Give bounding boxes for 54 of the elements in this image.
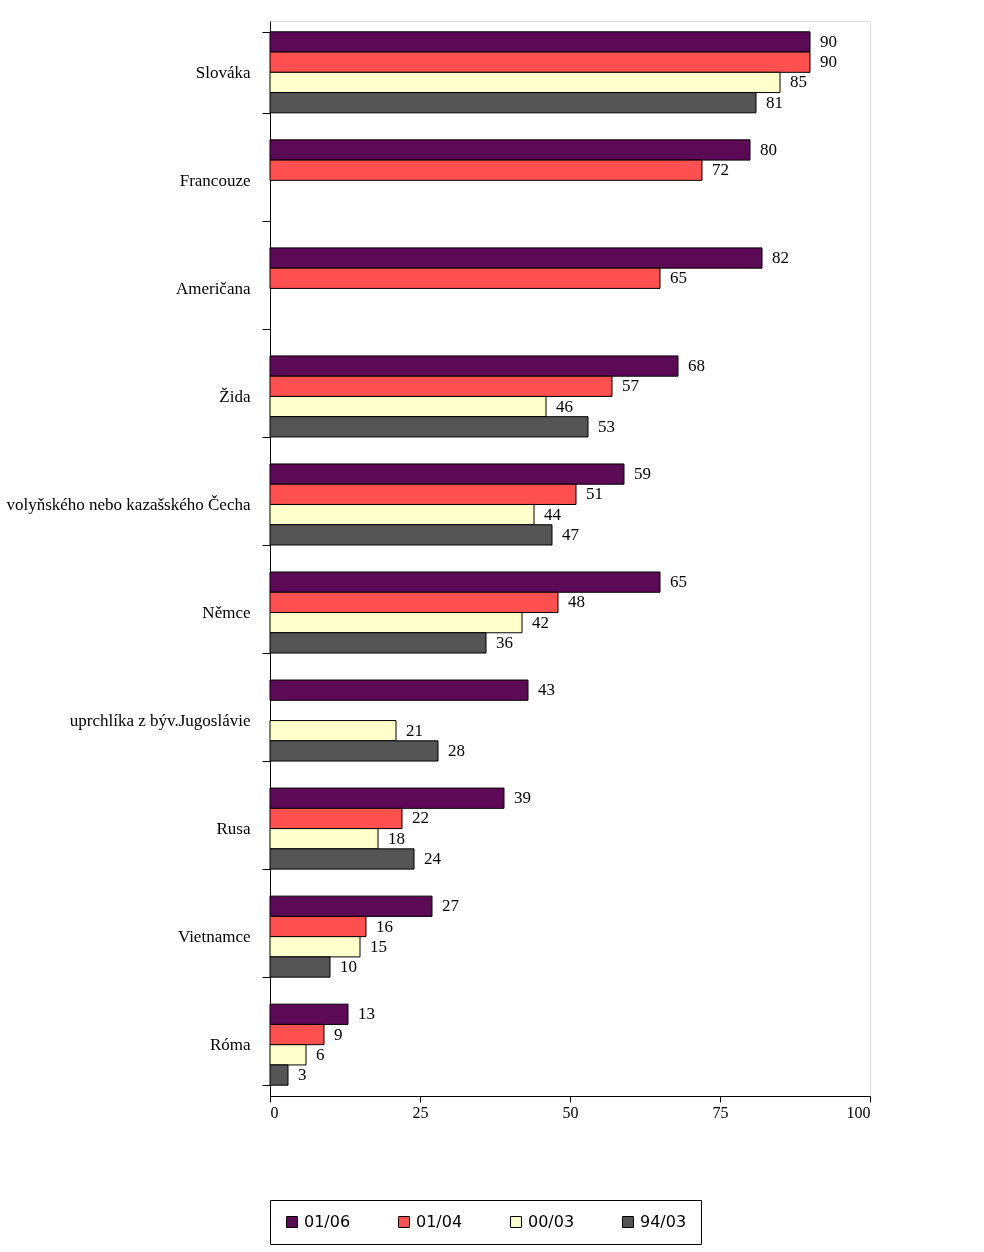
y-tick-label: Američana — [175, 278, 251, 298]
legend-label: 00/03 — [528, 1212, 575, 1231]
data-label: 81 — [766, 92, 783, 112]
data-label: 6 — [316, 1044, 325, 1064]
data-label: 36 — [496, 632, 513, 652]
y-tick-label: Francouze — [179, 170, 251, 190]
y-tick-label: Róma — [209, 1035, 251, 1055]
data-label: 43 — [538, 680, 555, 700]
x-tick-label: 100 — [846, 1103, 871, 1121]
y-tick-label: Slováka — [195, 62, 251, 82]
data-label: 65 — [670, 268, 687, 288]
data-label: 51 — [586, 484, 603, 504]
data-label: 39 — [514, 788, 531, 808]
data-label: 47 — [562, 524, 580, 544]
data-label: 27 — [442, 896, 460, 916]
data-label: 85 — [790, 72, 807, 92]
data-label: 9 — [334, 1024, 343, 1044]
data-label: 46 — [556, 396, 573, 416]
data-label: 18 — [388, 828, 405, 848]
x-tick-label: 50 — [562, 1103, 579, 1121]
x-tick-label: 25 — [412, 1103, 429, 1121]
data-label: 65 — [670, 572, 687, 592]
y-tick-label: uprchlíka z býv.Jugoslávie — [69, 711, 251, 731]
data-label: 90 — [820, 52, 837, 72]
y-tick-label: Rusa — [216, 819, 251, 839]
data-label: 13 — [358, 1004, 375, 1024]
data-label: 90 — [820, 31, 837, 51]
x-tick-label: 0 — [270, 1103, 279, 1121]
y-tick-label: Němce — [202, 603, 251, 623]
legend-label: 01/04 — [416, 1212, 463, 1231]
data-label: 42 — [532, 612, 549, 632]
data-label: 28 — [448, 740, 465, 760]
data-label: 59 — [634, 464, 651, 484]
data-label: 80 — [760, 139, 777, 159]
data-label: 22 — [412, 808, 429, 828]
legend-label: 94/03 — [640, 1212, 687, 1231]
data-label: 44 — [544, 504, 562, 524]
data-label: 68 — [688, 356, 705, 376]
y-tick-label: Žida — [219, 386, 251, 406]
data-label: 15 — [370, 936, 387, 956]
data-label: 3 — [298, 1065, 307, 1085]
data-label: 72 — [712, 160, 729, 180]
data-label: 53 — [598, 416, 615, 436]
y-tick-label: Vietnamce — [177, 927, 251, 947]
data-label: 21 — [406, 720, 423, 740]
data-label: 16 — [376, 916, 393, 936]
data-label: 24 — [424, 848, 442, 868]
x-tick-label: 75 — [712, 1103, 729, 1121]
data-label: 57 — [622, 376, 640, 396]
data-label: 10 — [340, 957, 357, 977]
data-label: 48 — [568, 592, 585, 612]
legend-label: 01/06 — [304, 1212, 351, 1231]
y-tick-label: volyňského nebo kazašského Čecha — [6, 494, 251, 514]
data-label: 82 — [772, 248, 789, 268]
